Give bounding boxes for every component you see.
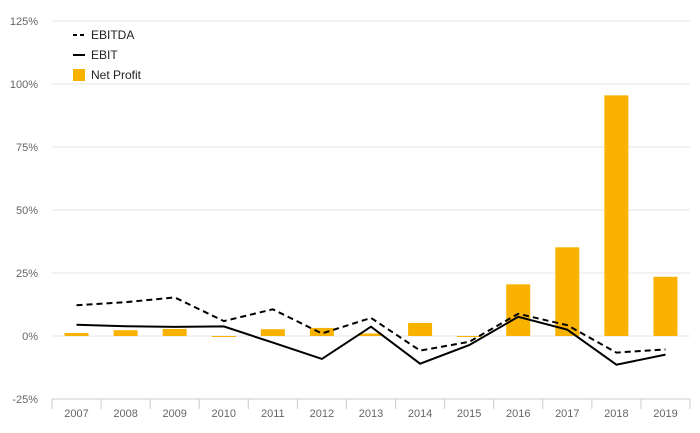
net-profit-bars xyxy=(64,95,678,337)
net-profit-bar-2016 xyxy=(506,284,531,336)
x-tick-label: 2008 xyxy=(113,408,137,420)
net-profit-bar-2009 xyxy=(162,328,187,336)
y-axis-ticks: 125% 100% 75% 50% 25% 0% -25% xyxy=(10,16,38,406)
y-tick-label: 0% xyxy=(22,331,38,343)
x-tick-label: 2014 xyxy=(408,408,432,420)
net-profit-bar-2012 xyxy=(309,327,334,336)
net-profit-bar-2008 xyxy=(113,330,138,336)
net-profit-bar-2007 xyxy=(64,332,89,336)
x-tick-label: 2012 xyxy=(310,408,334,420)
legend-label: EBIT xyxy=(91,48,118,62)
line-series xyxy=(76,296,666,366)
y-tick-label: -25% xyxy=(12,394,38,406)
legend-label: Net Profit xyxy=(91,68,142,82)
net-profit-bar-2018 xyxy=(604,95,629,336)
net-profit-bar-2010 xyxy=(211,336,236,337)
legend-square-icon xyxy=(73,69,85,81)
y-tick-label: 50% xyxy=(16,205,38,217)
legend: EBITDA EBIT Net Profit xyxy=(73,28,142,82)
y-tick-label: 100% xyxy=(10,79,38,91)
ebit-line xyxy=(76,315,666,366)
x-tick-label: 2015 xyxy=(457,408,481,420)
net-profit-bar-2019 xyxy=(653,276,678,336)
x-tick-label: 2017 xyxy=(555,408,579,420)
x-tick-label: 2009 xyxy=(162,408,186,420)
y-tick-label: 125% xyxy=(10,16,38,28)
x-tick-label: 2016 xyxy=(506,408,530,420)
x-tick-label: 2011 xyxy=(261,408,285,420)
net-profit-bar-2013 xyxy=(359,333,383,336)
net-profit-bar-2014 xyxy=(408,322,433,336)
y-tick-label: 75% xyxy=(16,142,38,154)
y-tick-label: 25% xyxy=(16,268,38,280)
x-axis: 2007 2008 2009 2010 2011 2012 2013 2014 2015 2016… xyxy=(51,398,691,420)
ebitda-line xyxy=(76,296,666,354)
x-tick-label: 2010 xyxy=(212,408,236,420)
net-profit-bar-2011 xyxy=(260,329,285,336)
x-tick-label: 2019 xyxy=(653,408,677,420)
x-tick-label: 2007 xyxy=(64,408,88,420)
gridlines xyxy=(52,20,690,400)
x-tick-label: 2013 xyxy=(359,408,383,420)
net-profit-bar-2017 xyxy=(555,247,580,336)
net-profit-bar-2015 xyxy=(457,336,482,337)
legend-label: EBITDA xyxy=(91,28,134,42)
x-tick-label: 2018 xyxy=(604,408,628,420)
